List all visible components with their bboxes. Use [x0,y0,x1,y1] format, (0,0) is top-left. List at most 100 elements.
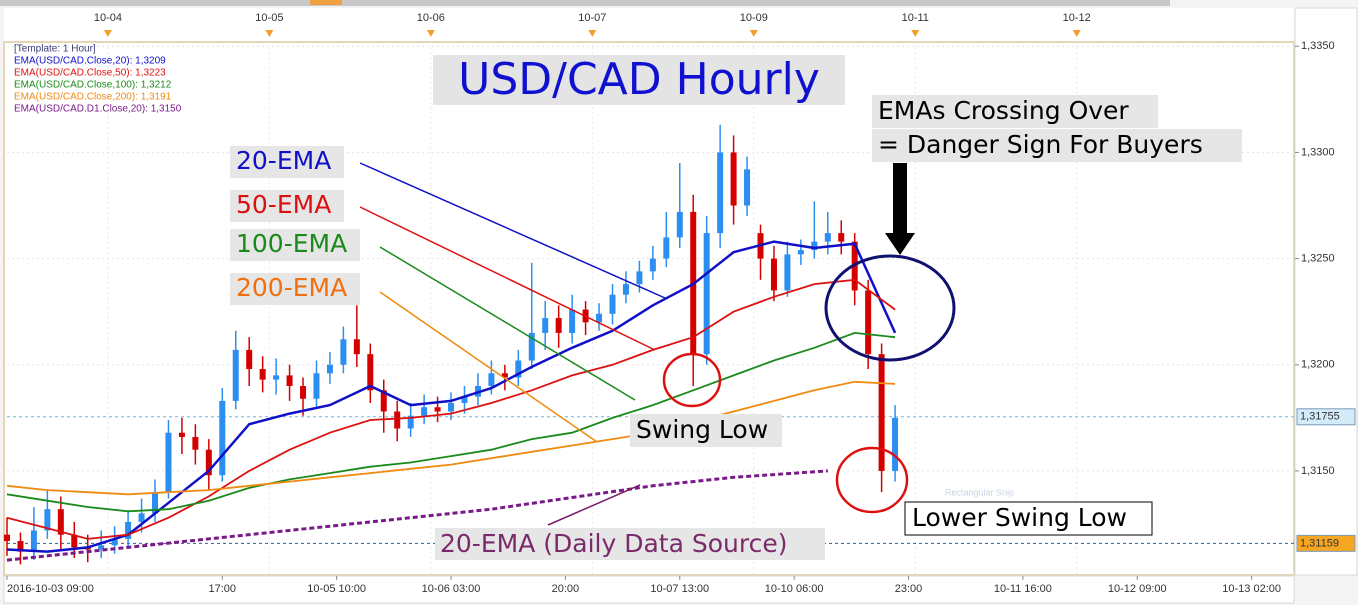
candle-body [326,364,333,374]
price-axis-area [1294,7,1358,576]
candle-body [663,237,670,259]
candle-body [838,233,845,242]
y-tick-label: 1,3300 [1301,146,1335,158]
x-tick-label: 20:00 [552,583,580,595]
candle-body [57,509,64,535]
candle-body [730,152,737,206]
candle-body [353,339,360,355]
annotation: Lower Swing Low [912,503,1127,532]
time-axis-area [3,575,1295,604]
candle-body [313,373,320,399]
pointer-line [379,246,636,401]
candle-body [192,436,199,450]
candle-body [744,169,751,206]
pointer-line [547,484,641,526]
x-tick-label: 23:00 [895,583,923,595]
candle-body [205,449,212,476]
annotation: 20-EMA (Daily Data Source) [440,529,787,558]
candle-body [219,400,226,476]
legend-entry: [Template: 1 Hour] [14,44,96,55]
candle-body [367,354,374,391]
candle-body [340,339,347,365]
candle-body [892,417,899,471]
candle-body [273,375,280,380]
annotation: = Danger Sign For Buyers [878,130,1203,159]
label-box [630,414,782,447]
annotation: EMAs Crossing Over [878,96,1129,125]
x2-tick [265,30,274,37]
candle-body [501,373,508,378]
arrow-shaft [893,163,907,235]
candle-body [770,258,777,291]
pointer-line [379,291,598,443]
candle-body [44,509,51,531]
label-box [230,190,344,222]
x-tick-label: 10-10 06:00 [765,583,824,595]
candle-body [300,386,307,399]
top-axis-area [4,8,1294,42]
label-box [230,273,360,305]
x-tick-label: 17:00 [209,583,237,595]
x2-tick [749,30,758,37]
watermark: Rectangular Snip [945,487,1014,497]
candle-body [30,530,37,552]
label-box [872,129,1242,162]
ema-line [6,469,828,562]
candle-body [636,271,643,285]
candle-body [865,290,872,355]
x2-tick-label: 10-09 [740,12,768,24]
x2-tick [911,30,920,37]
candle-body [824,233,831,242]
x-tick-label: 2016-10-03 09:00 [7,583,94,595]
candle-body [138,513,145,522]
legend-entry: EMA(USD/CAD.Close,50): 1,3223 [14,68,166,79]
candle-body [528,332,535,361]
y-tick-label: 1,3200 [1301,359,1335,371]
candle-body [394,411,401,429]
candle-body [246,349,253,370]
candle-body [676,211,683,238]
candle-body [178,432,185,437]
label-box [904,501,1153,536]
x2-tick-label: 10-05 [255,12,283,24]
x-tick-label: 10-13 02:00 [1222,583,1281,595]
legend-entry: EMA(USD/CAD.Close,100): 1,3212 [14,80,172,91]
legend-entry: EMA(USD/CAD.Close,20): 1,3209 [14,56,166,67]
candle-body [407,415,414,429]
candle-body [286,375,293,387]
ema-label: 100-EMA [236,229,347,258]
ema-line [6,240,897,553]
candle-body [703,233,710,355]
price-label-box [1296,534,1356,552]
candle-body [232,349,239,401]
candle-body [380,390,387,412]
arrow-head [885,233,915,255]
scroll-thumb[interactable] [310,0,342,5]
x2-tick-label: 10-11 [902,12,929,24]
price-label: 1,31159 [1300,537,1339,549]
title-box [433,55,845,105]
chart-title: USD/CAD Hourly [458,54,820,105]
ema-line [6,331,896,513]
x2-tick-label: 10-04 [94,12,122,24]
y-tick-label: 1,3350 [1301,40,1335,52]
circle [835,446,909,514]
circle [662,352,722,408]
candle-body [434,407,441,412]
ema-label: 20-EMA [236,146,331,175]
x-tick-label: 10-12 09:00 [1108,583,1167,595]
label-box [872,95,1158,128]
label-box [230,146,344,178]
legend-entry: EMA(USD/CAD.D1.Close,20): 1,3150 [14,104,182,115]
candle-body [259,369,266,380]
ema-label: 200-EMA [236,273,347,302]
y-tick-label: 1,3150 [1301,465,1335,477]
candle-body [609,294,616,314]
x2-tick-label: 10-12 [1063,12,1091,24]
candle-body [461,396,468,403]
x2-tick-label: 10-06 [417,12,445,24]
candle-body [98,545,105,550]
scrollbar[interactable] [0,0,1170,6]
x-tick-label: 10-06 03:00 [422,583,481,595]
